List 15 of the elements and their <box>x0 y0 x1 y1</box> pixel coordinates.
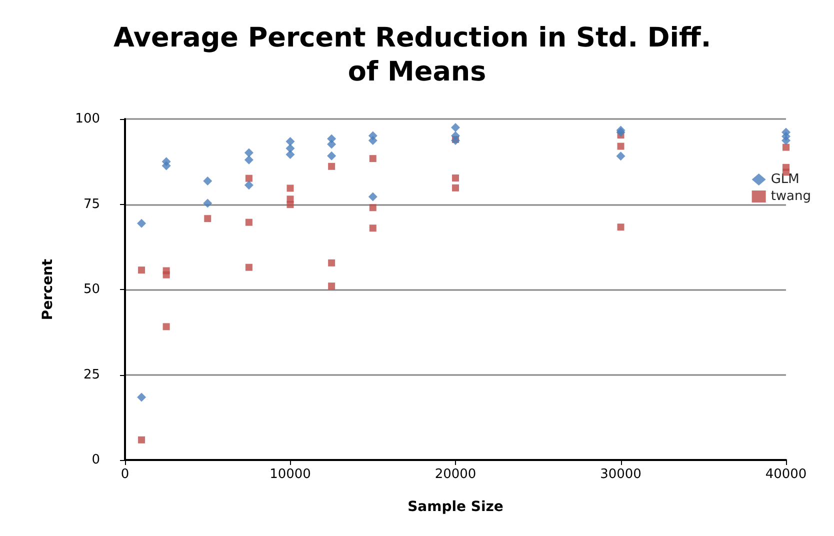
y-tick-label: 0 <box>92 452 100 468</box>
y-tick-label: 50 <box>83 282 100 297</box>
x-axis-title: Sample Size <box>408 499 504 515</box>
y-axis-title: Percent <box>40 258 56 320</box>
x-tick-label: 30000 <box>600 467 642 482</box>
y-tick-label: 75 <box>83 196 100 212</box>
y-tick-label: 100 <box>75 112 100 126</box>
legend-label: GLM <box>770 172 800 187</box>
x-tick-label: 10000 <box>270 467 311 482</box>
chart-title: Average Percent Reduction in Std. Diff. of Means <box>113 22 721 88</box>
x-tick-label: 40000 <box>765 467 807 482</box>
legend-label: twang <box>770 189 811 204</box>
y-tick-label: 25 <box>83 367 100 382</box>
x-tick-label: 20000 <box>434 467 476 482</box>
x-tick-label: 0 <box>120 467 130 482</box>
